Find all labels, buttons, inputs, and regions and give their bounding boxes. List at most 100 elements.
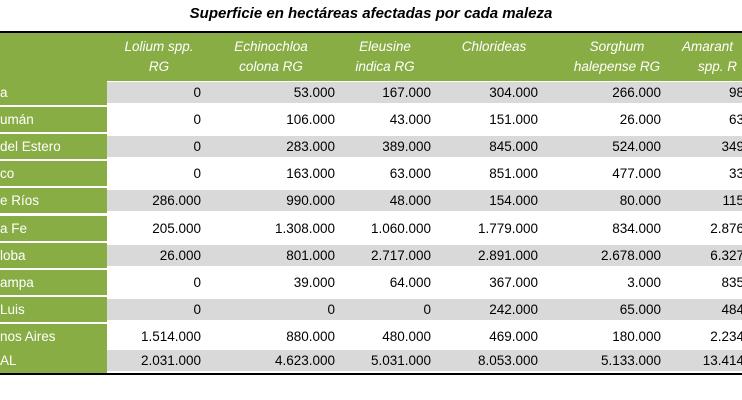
table-cell: 851.000 [489, 166, 538, 181]
table-cell: 845.000 [489, 139, 538, 154]
row-label: del Estero [0, 139, 61, 154]
table-cell: 2.031.000 [140, 353, 201, 368]
table-cell: 1.060.000 [370, 221, 431, 236]
column-header-line2: colona RG [239, 59, 303, 74]
table-cell: 43.000 [389, 112, 431, 127]
row-label-cell [0, 161, 107, 186]
table-cell: 1.308.000 [274, 221, 335, 236]
table-title: Superficie en hectáreas afectadas por ca… [189, 5, 553, 22]
table-cell: 151.000 [489, 112, 538, 127]
row-label: ampa [0, 275, 34, 290]
table-cell: 880.000 [286, 329, 335, 344]
row-label-cell [0, 80, 107, 105]
row-label-cell [0, 270, 107, 295]
row-label: Luis [0, 302, 25, 317]
column-header-line1: Sorghum [589, 39, 645, 54]
table-cell: 5.031.000 [370, 353, 431, 368]
row-band [107, 299, 742, 320]
table-cell: 0 [193, 139, 201, 154]
table-cell: 4.623.000 [274, 353, 335, 368]
column-header-line1: Amarant [682, 39, 734, 54]
row-label-cell [0, 297, 107, 322]
table-row: a Fe 205.000 1.308.000 1.060.000 1.779.000 83… [0, 216, 742, 241]
column-header-line2: spp. R [698, 59, 738, 74]
table-cell: 389.000 [382, 139, 431, 154]
row-band [107, 136, 742, 157]
table-cell: 0 [193, 112, 201, 127]
table-cell: 2.234 [710, 329, 742, 344]
table-cell: 242.000 [489, 302, 538, 317]
table-cell: 63 [728, 112, 742, 127]
table-cell: 266.000 [612, 85, 661, 100]
table-cell: 286.000 [152, 193, 201, 208]
table-row: ampa 0 39.000 64.000 367.000 3.000 835 [0, 270, 742, 295]
table-cell: 0 [193, 275, 201, 290]
table-cell: 5.133.000 [600, 353, 661, 368]
row-band [107, 350, 742, 371]
table-cell: 0 [327, 302, 335, 317]
column-header-sorghum: Sorghum halepense RG [558, 33, 676, 81]
row-band [107, 82, 742, 103]
row-label: a [0, 85, 8, 100]
table-cell: 0 [423, 302, 431, 317]
row-label-cell [0, 188, 107, 213]
table-cell: 0 [193, 302, 201, 317]
row-label: nos Aires [0, 329, 56, 344]
row-label-cell [0, 348, 107, 373]
table-cell: 484 [721, 302, 742, 317]
table-cell: 48.000 [389, 193, 431, 208]
table-cell: 835 [721, 275, 742, 290]
column-header-amaranthus: Amarant spp. R [680, 33, 742, 81]
table-cell: 2.876 [710, 221, 742, 236]
table-cell: 115 [722, 193, 742, 208]
column-header-line2: RG [148, 59, 170, 74]
column-header-line2: indica RG [355, 59, 415, 74]
row-label-cell [0, 324, 107, 349]
table-cell: 834.000 [612, 221, 661, 236]
table-cell: 524.000 [612, 139, 661, 154]
table-row: del Estero 0 283.000 389.000 845.000 524.000 3… [0, 134, 742, 159]
table-row: loba 26.000 801.000 2.717.000 2.891.000 2.678… [0, 243, 742, 268]
table-cell: 990.000 [286, 193, 335, 208]
table-row: e Ríos 286.000 990.000 48.000 154.000 80.000 1… [0, 188, 742, 213]
table-cell: 98 [728, 85, 742, 100]
column-header-lolium: Lolium spp. RG [110, 33, 208, 81]
column-header-line1: Eleusine [359, 39, 411, 54]
row-label-cell [0, 134, 107, 159]
column-header-line1: Echinochloa [234, 39, 308, 54]
table-cell: 26.000 [159, 248, 201, 263]
table-cell: 2.678.000 [600, 248, 661, 263]
header-row: Lolium spp. RG Echinochloa colona RG Ele… [0, 33, 742, 81]
table-cell: 0 [193, 166, 201, 181]
table-cell: 3.000 [627, 275, 661, 290]
table-row: co 0 163.000 63.000 851.000 477.000 33 [0, 161, 742, 186]
table-cell: 480.000 [382, 329, 431, 344]
table-row: umán 0 106.000 43.000 151.000 26.000 63 [0, 107, 742, 132]
row-label: umán [0, 112, 34, 127]
table-cell: 1.779.000 [477, 221, 538, 236]
table-cell: 13.414 [702, 353, 742, 368]
table-cell: 64.000 [389, 275, 431, 290]
table-cell: 1.514.000 [140, 329, 201, 344]
table-cell: 2.717.000 [370, 248, 431, 263]
table-cell: 26.000 [619, 112, 661, 127]
table-cell: 154.000 [489, 193, 538, 208]
row-label-cell [0, 107, 107, 132]
row-label: AL [0, 353, 17, 368]
total-row: AL 2.031.000 4.623.000 5.031.000 8.053.000 5.… [0, 348, 742, 373]
table-cell: 39.000 [293, 275, 335, 290]
row-label: e Ríos [0, 193, 40, 208]
row-label: loba [0, 248, 26, 263]
row-label: a Fe [0, 221, 28, 236]
table-cell: 106.000 [286, 112, 335, 127]
table-cell: 8.053.000 [477, 353, 538, 368]
table-cell: 304.000 [489, 85, 538, 100]
table-cell: 163.000 [286, 166, 335, 181]
table-cell: 180.000 [612, 329, 661, 344]
table-cell: 80.000 [619, 193, 661, 208]
table-cell: 0 [193, 85, 201, 100]
table-cell: 349 [721, 139, 742, 154]
table-cell: 65.000 [619, 302, 661, 317]
table-cell: 63.000 [389, 166, 431, 181]
column-header-line1: Lolium spp. [124, 39, 194, 54]
